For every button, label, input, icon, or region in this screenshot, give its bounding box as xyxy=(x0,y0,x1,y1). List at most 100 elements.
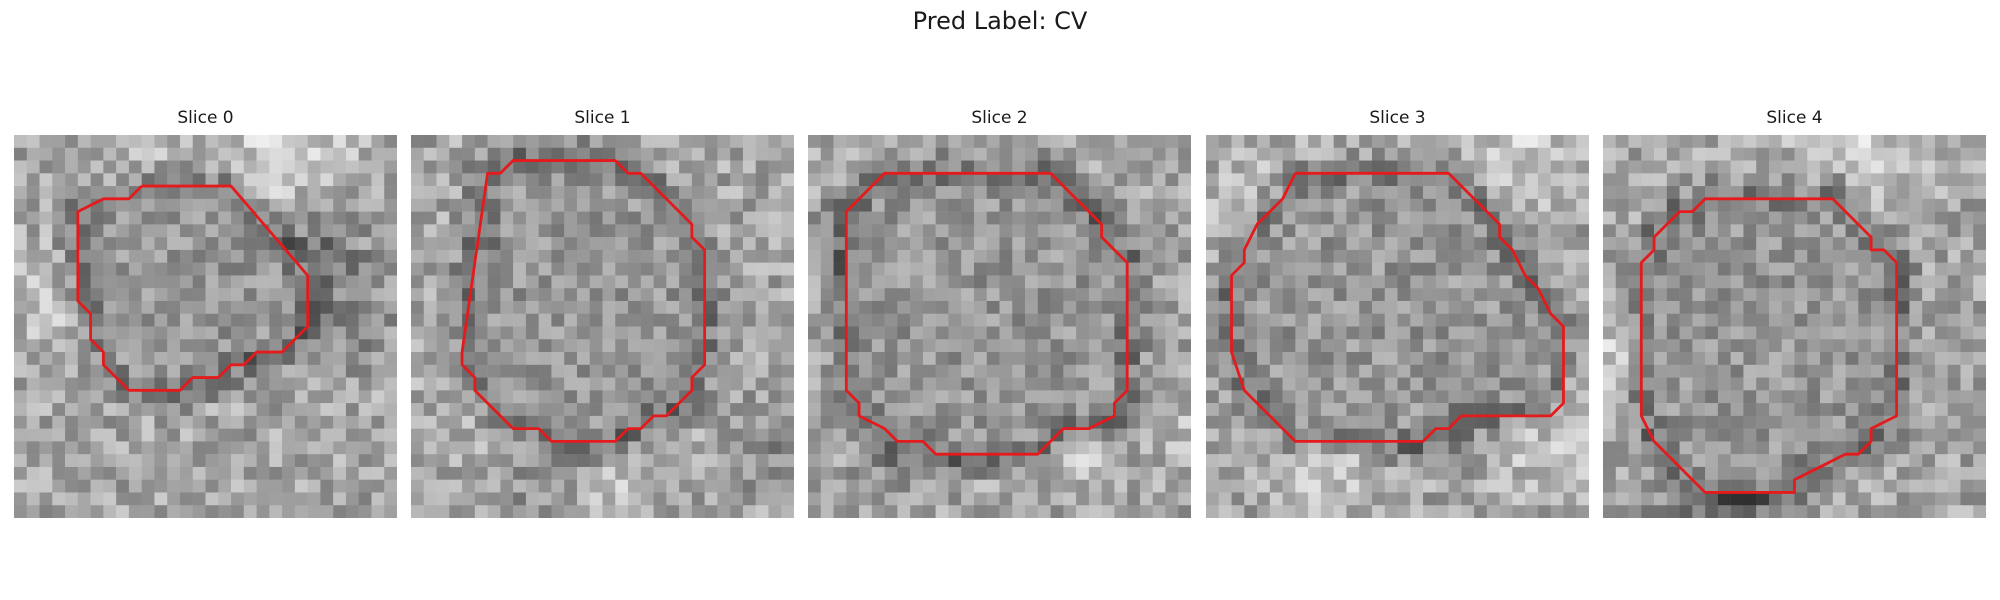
pixel xyxy=(846,211,860,225)
pixel xyxy=(1333,454,1347,468)
pixel xyxy=(1820,237,1834,251)
pixel xyxy=(1615,198,1629,212)
pixel xyxy=(628,237,642,251)
pixel xyxy=(26,198,40,212)
pixel xyxy=(884,466,898,480)
pixel xyxy=(1525,160,1539,174)
pixel xyxy=(1410,505,1424,518)
pixel xyxy=(1858,211,1872,225)
pixel xyxy=(167,492,181,506)
pixel xyxy=(1397,454,1411,468)
pixel xyxy=(999,262,1013,276)
pixel xyxy=(487,505,501,518)
pixel xyxy=(449,415,463,429)
pixel xyxy=(90,211,104,225)
pixel xyxy=(986,364,1000,378)
pixel xyxy=(1257,377,1271,391)
pixel xyxy=(1486,415,1500,429)
pixel xyxy=(1359,288,1373,302)
pixel xyxy=(154,390,168,404)
pixel xyxy=(1397,160,1411,174)
pixel xyxy=(1896,339,1910,353)
pixel xyxy=(1178,135,1191,149)
pixel xyxy=(999,198,1013,212)
pixel xyxy=(666,275,680,289)
pixel xyxy=(897,135,911,149)
pixel xyxy=(384,147,397,161)
pixel xyxy=(1025,135,1039,149)
pixel xyxy=(103,403,117,417)
pixel xyxy=(679,173,693,187)
pixel xyxy=(1550,428,1564,442)
pixel xyxy=(1807,352,1821,366)
pixel xyxy=(742,441,756,455)
pixel xyxy=(179,262,193,276)
pixel xyxy=(1088,249,1102,263)
pixel xyxy=(1705,173,1719,187)
pixel xyxy=(294,364,308,378)
pixel xyxy=(1705,224,1719,238)
pixel xyxy=(167,454,181,468)
pixel xyxy=(1037,262,1051,276)
pixel xyxy=(628,262,642,276)
pixel xyxy=(1603,492,1617,506)
pixel xyxy=(833,160,847,174)
pixel xyxy=(1781,505,1795,518)
pixel xyxy=(1384,441,1398,455)
pixel xyxy=(1550,505,1564,518)
pixel xyxy=(615,339,629,353)
pixel xyxy=(1257,135,1271,149)
pixel xyxy=(679,300,693,314)
pixel xyxy=(1165,262,1179,276)
pixel xyxy=(973,313,987,327)
pixel xyxy=(1152,237,1166,251)
pixel xyxy=(781,237,794,251)
pixel xyxy=(307,390,321,404)
pixel xyxy=(1088,352,1102,366)
pixel xyxy=(1244,492,1258,506)
pixel xyxy=(1127,237,1141,251)
pixel xyxy=(1743,505,1757,518)
pixel xyxy=(846,186,860,200)
pixel xyxy=(1486,441,1500,455)
pixel xyxy=(576,224,590,238)
pixel xyxy=(1371,186,1385,200)
pixel xyxy=(462,428,476,442)
pixel xyxy=(525,326,539,340)
pixel xyxy=(487,160,501,174)
pixel xyxy=(1474,173,1488,187)
pixel xyxy=(1550,352,1564,366)
pixel xyxy=(768,377,782,391)
pixel xyxy=(282,403,296,417)
pixel xyxy=(1423,300,1437,314)
pixel xyxy=(640,403,654,417)
pixel xyxy=(1435,352,1449,366)
pixel xyxy=(307,224,321,238)
pixel xyxy=(1820,377,1834,391)
pixel xyxy=(358,198,372,212)
pixel xyxy=(1781,237,1795,251)
pixel xyxy=(1269,454,1283,468)
pixel xyxy=(1474,466,1488,480)
pixel xyxy=(1320,403,1334,417)
pixel xyxy=(1486,390,1500,404)
pixel xyxy=(808,135,822,149)
pixel xyxy=(1063,160,1077,174)
pixel xyxy=(1947,377,1961,391)
pixel xyxy=(1384,326,1398,340)
pixel xyxy=(167,147,181,161)
pixel xyxy=(1896,275,1910,289)
pixel xyxy=(833,237,847,251)
pixel xyxy=(1359,505,1373,518)
pixel xyxy=(1025,326,1039,340)
pixel xyxy=(1922,364,1936,378)
pixel xyxy=(1768,326,1782,340)
pixel xyxy=(77,466,91,480)
pixel xyxy=(1474,160,1488,174)
pixel xyxy=(1410,173,1424,187)
pixel xyxy=(1206,135,1220,149)
pixel xyxy=(1269,313,1283,327)
pixel xyxy=(1576,313,1589,327)
pixel xyxy=(833,352,847,366)
pixel xyxy=(1063,224,1077,238)
